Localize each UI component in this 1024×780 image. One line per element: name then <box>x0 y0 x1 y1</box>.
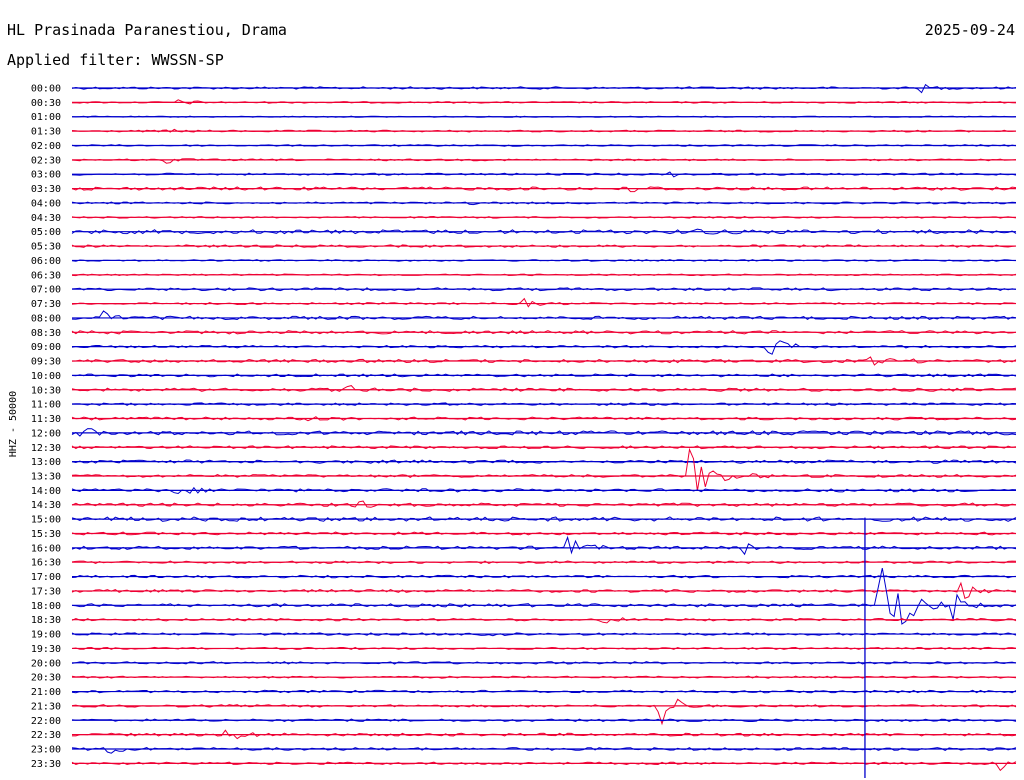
trace-row <box>71 186 1017 193</box>
row-time-label: 09:30 <box>31 357 61 368</box>
trace-row <box>71 297 1017 308</box>
row-time-label: 11:00 <box>31 400 61 411</box>
row-time-label: 23:30 <box>31 759 61 770</box>
row-time-label: 08:00 <box>31 313 61 324</box>
trace-row <box>72 729 1017 740</box>
row-time-label: 16:30 <box>31 558 61 569</box>
row-time-label: 07:30 <box>31 299 61 310</box>
row-time-label: 19:30 <box>31 644 61 655</box>
row-time-label: 22:30 <box>31 730 61 741</box>
row-time-label: 19:00 <box>31 630 61 641</box>
row-time-label: 14:30 <box>31 500 61 511</box>
row-time-label: 00:30 <box>31 98 61 109</box>
trace-row <box>71 385 1017 392</box>
row-time-label: 18:30 <box>31 615 61 626</box>
row-time-label: 15:00 <box>31 515 61 526</box>
row-time-label: 05:00 <box>31 227 61 238</box>
date-label: 2025-09-24 <box>924 21 1015 39</box>
row-time-label: 07:00 <box>31 285 61 296</box>
trace-row <box>71 447 1017 491</box>
row-time-label: 17:30 <box>31 586 61 597</box>
y-axis-label: HHZ - 50000 <box>8 391 19 457</box>
row-time-label: 12:30 <box>31 443 61 454</box>
row-time-label: 05:30 <box>31 242 61 253</box>
row-time-label: 03:30 <box>31 184 61 195</box>
row-time-label: 22:00 <box>31 716 61 727</box>
trace-row <box>71 560 1017 564</box>
row-time-label: 13:30 <box>31 471 61 482</box>
row-time-label: 01:30 <box>31 127 61 138</box>
trace-row <box>71 535 1017 556</box>
row-time-label: 13:00 <box>31 457 61 468</box>
row-time-label: 20:30 <box>31 673 61 684</box>
trace-rows <box>71 83 1017 772</box>
row-time-label: 20:00 <box>31 658 61 669</box>
trace-row <box>71 340 1017 355</box>
row-time-label: 17:00 <box>31 572 61 583</box>
row-time-label: 16:00 <box>31 543 61 554</box>
row-time-label: 09:00 <box>31 342 61 353</box>
station-title: HL Prasinada Paranestiou, Drama <box>7 21 287 39</box>
row-time-label: 04:00 <box>31 198 61 209</box>
row-time-label: 21:00 <box>31 687 61 698</box>
row-time-label: 01:00 <box>31 112 61 123</box>
row-time-label: 21:30 <box>31 701 61 712</box>
row-time-label: 02:00 <box>31 141 61 152</box>
row-time-label: 23:00 <box>31 745 61 756</box>
row-time-label: 10:00 <box>31 371 61 382</box>
filter-label: Applied filter: WWSSN-SP <box>7 51 224 69</box>
row-time-label: 08:30 <box>31 328 61 339</box>
row-time-label: 06:00 <box>31 256 61 267</box>
trace-row <box>71 617 1017 624</box>
row-time-label: 11:30 <box>31 414 61 425</box>
row-time-label: 02:30 <box>31 155 61 166</box>
row-time-label: 03:00 <box>31 170 61 181</box>
row-time-label: 04:30 <box>31 213 61 224</box>
row-time-label: 12:00 <box>31 428 61 439</box>
time-labels: 00:00 00:30 01:00 01:30 02:00 02:30 03:00 03:30… <box>31 84 61 770</box>
row-time-label: 00:00 <box>31 84 61 95</box>
row-time-label: 10:30 <box>31 385 61 396</box>
row-time-label: 15:30 <box>31 529 61 540</box>
row-time-label: 18:00 <box>31 601 61 612</box>
row-time-label: 06:30 <box>31 270 61 281</box>
row-time-label: 14:00 <box>31 486 61 497</box>
